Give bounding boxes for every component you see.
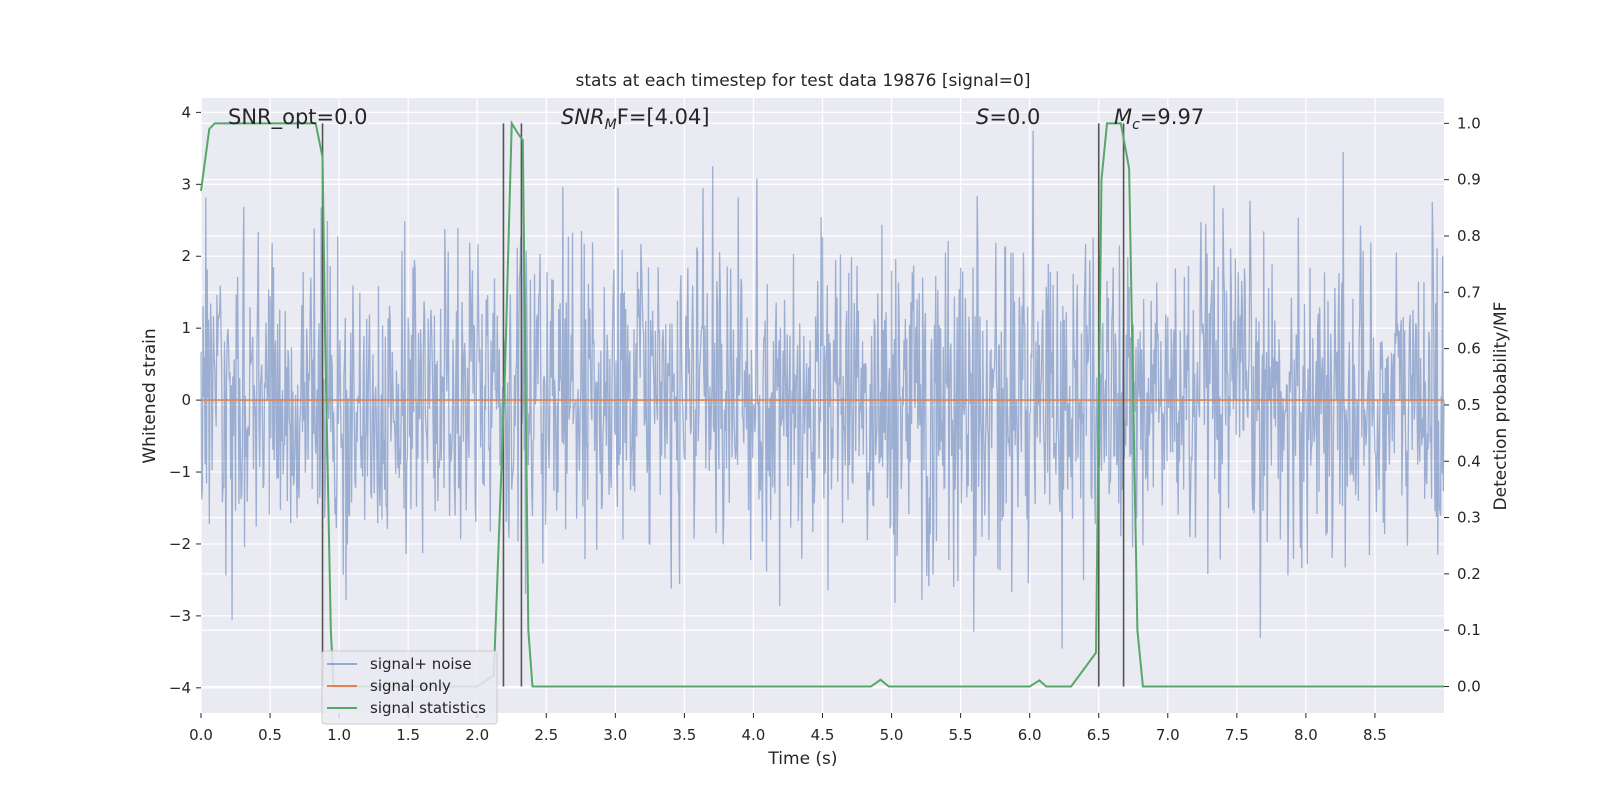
chart-title: stats at each timestep for test data 198… [576, 71, 1031, 91]
legend-label-signal: signal only [370, 677, 451, 695]
x-tick-12: 6.0 [1018, 726, 1042, 744]
noise-trace [200, 130, 1445, 649]
y-left-tick-1: 3 [181, 175, 191, 193]
left-axis-ticks: 4 3 2 1 0 −1 −2 −3 −4 [169, 103, 201, 697]
y-right-tick-0: 1.0 [1457, 114, 1481, 132]
annotation-s: S=0.0 [976, 105, 1040, 129]
y-left-tick-7: −3 [169, 607, 191, 625]
annotation-snr-mf: SNRMF=[4.04] [561, 105, 710, 133]
x-tick-2: 1.0 [327, 726, 351, 744]
y-right-tick-10: 0.0 [1457, 678, 1481, 696]
legend-label-stats: signal statistics [370, 699, 486, 717]
legend-label-noise: signal+ noise [370, 655, 472, 673]
y-right-tick-5: 0.5 [1457, 396, 1481, 414]
y-left-tick-3: 1 [181, 319, 191, 337]
annotation-snr-opt: SNR_opt=0.0 [228, 105, 368, 130]
y-right-tick-1: 0.9 [1457, 171, 1481, 189]
y-right-tick-8: 0.2 [1457, 565, 1481, 583]
y-left-tick-6: −2 [169, 535, 191, 553]
x-tick-6: 3.0 [603, 726, 627, 744]
x-tick-1: 0.5 [258, 726, 282, 744]
right-axis-ticks: 1.0 0.9 0.8 0.7 0.6 0.5 0.4 0.3 0.2 0.1 0.0 [1444, 114, 1481, 696]
x-axis-label: Time (s) [767, 749, 837, 769]
y-axis-label-right: Detection probability/MF [1491, 302, 1511, 511]
signal-statistics-line [200, 119, 1444, 688]
y-left-tick-2: 2 [181, 247, 191, 265]
x-tick-3: 1.5 [396, 726, 420, 744]
x-tick-11: 5.5 [949, 726, 973, 744]
x-tick-4: 2.0 [465, 726, 489, 744]
x-tick-14: 7.0 [1156, 726, 1180, 744]
y-right-tick-2: 0.8 [1457, 227, 1481, 245]
y-right-tick-7: 0.3 [1457, 509, 1481, 527]
x-tick-5: 2.5 [534, 726, 558, 744]
y-right-tick-9: 0.1 [1457, 621, 1481, 639]
y-axis-label-left: Whitened strain [140, 328, 160, 463]
x-tick-9: 4.5 [811, 726, 835, 744]
legend-box [321, 650, 498, 725]
noise-series [200, 130, 1445, 649]
x-tick-15: 7.5 [1225, 726, 1249, 744]
x-tick-8: 4.0 [742, 726, 766, 744]
x-axis-ticks: 0.0 0.5 1.0 1.5 2.0 2.5 3.0 3.5 4.0 4.5 5.0 5.5 6.0 6… [189, 713, 1387, 744]
y-left-tick-4: 0 [181, 391, 191, 409]
x-tick-0: 0.0 [189, 726, 213, 744]
x-tick-16: 8.0 [1294, 726, 1318, 744]
y-right-tick-6: 0.4 [1457, 452, 1481, 470]
y-left-tick-0: 4 [181, 103, 191, 121]
x-tick-13: 6.5 [1087, 726, 1111, 744]
x-tick-17: 8.5 [1363, 726, 1387, 744]
y-left-tick-8: −4 [169, 679, 191, 697]
x-tick-7: 3.5 [672, 726, 696, 744]
x-tick-10: 5.0 [880, 726, 904, 744]
annotation-mc: Mc=9.97 [1114, 105, 1204, 133]
y-right-tick-4: 0.6 [1457, 340, 1481, 358]
y-right-tick-3: 0.7 [1457, 283, 1481, 301]
y-left-tick-5: −1 [169, 463, 191, 481]
legend: signal+ noise signal only signal statist… [321, 650, 498, 725]
